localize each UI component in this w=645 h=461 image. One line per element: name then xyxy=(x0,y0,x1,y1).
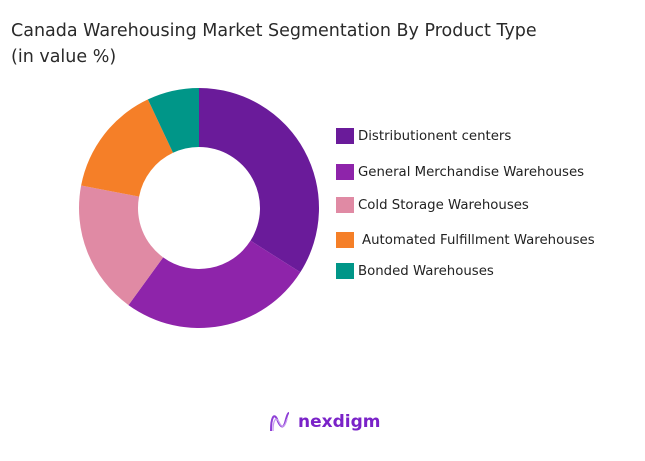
legend-swatch xyxy=(336,164,354,180)
legend-label: Bonded Warehouses xyxy=(358,263,494,279)
brand-name: nexdigm xyxy=(298,412,381,432)
brand-logo: nexdigm xyxy=(268,411,380,433)
legend-label: Distributionent centers xyxy=(358,128,512,144)
legend-item: Bonded Warehouses xyxy=(336,263,494,279)
title-line-1: Canada Warehousing Market Segmentation B… xyxy=(11,21,537,41)
legend-item: Distributionent centers xyxy=(336,128,511,144)
legend-item: General Merchandise Warehouses xyxy=(336,164,584,180)
legend-label: Automated Fulfillment Warehouses xyxy=(362,232,595,248)
legend-swatch xyxy=(336,128,354,144)
legend-swatch xyxy=(336,232,354,248)
legend-label: Cold Storage Warehouses xyxy=(358,197,529,213)
donut-slice xyxy=(147,88,199,153)
legend-item: Cold Storage Warehouses xyxy=(336,197,529,213)
donut-slice xyxy=(81,99,174,197)
title-line-2: (in value %) xyxy=(11,47,117,67)
legend-label: General Merchandise Warehouses xyxy=(358,164,585,180)
chart-title: Canada Warehousing Market Segmentation B… xyxy=(11,18,537,70)
donut-slice xyxy=(79,185,164,306)
donut-slice xyxy=(199,88,319,273)
legend-swatch xyxy=(336,197,354,213)
legend-item: Automated Fulfillment Warehouses xyxy=(336,232,595,248)
legend-swatch xyxy=(336,263,354,279)
nexdigm-logo-icon xyxy=(270,412,290,432)
donut-slice xyxy=(128,240,301,328)
